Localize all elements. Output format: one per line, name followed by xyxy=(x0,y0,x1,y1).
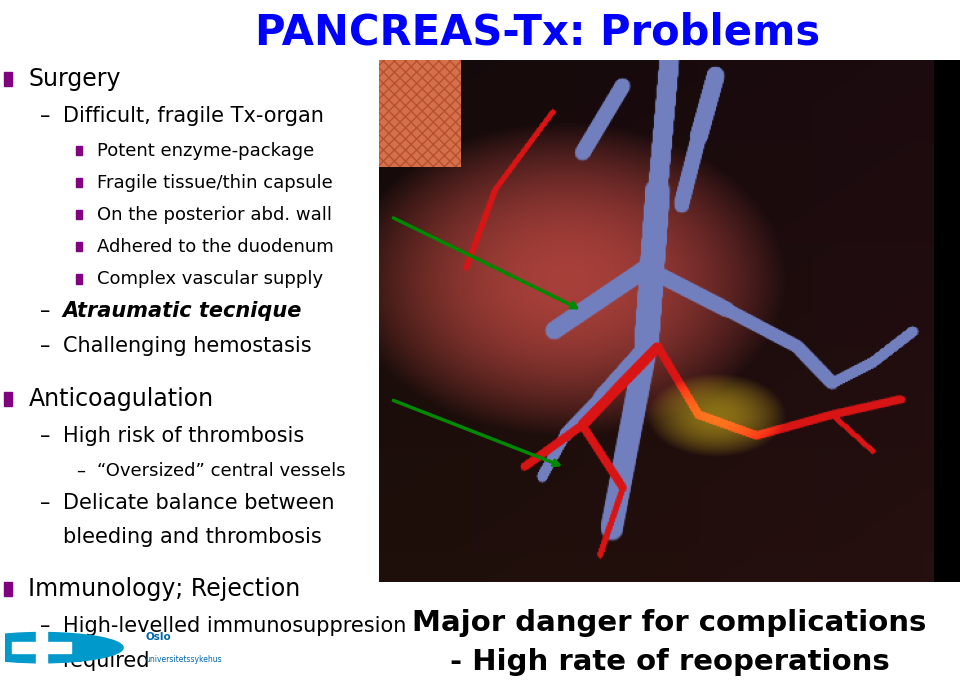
Bar xyxy=(76,274,82,284)
Text: Delicate balance between: Delicate balance between xyxy=(62,493,334,513)
Text: Adhered to the duodenum: Adhered to the duodenum xyxy=(97,238,333,256)
Text: bleeding and thrombosis: bleeding and thrombosis xyxy=(62,527,322,547)
Bar xyxy=(76,242,82,251)
Bar xyxy=(76,210,82,219)
Bar xyxy=(76,146,82,155)
Text: High-levelled immunosuppresion: High-levelled immunosuppresion xyxy=(62,616,406,636)
Text: universitetssykehus: universitetssykehus xyxy=(145,655,222,664)
Text: Immunology; Rejection: Immunology; Rejection xyxy=(29,577,300,601)
Text: –: – xyxy=(39,493,50,513)
Text: On the posterior abd. wall: On the posterior abd. wall xyxy=(97,206,332,224)
Text: Anticoagulation: Anticoagulation xyxy=(29,387,213,411)
Text: Oslo: Oslo xyxy=(145,633,171,642)
Bar xyxy=(36,630,47,665)
Text: Challenging hemostasis: Challenging hemostasis xyxy=(62,336,311,356)
Text: Difficult, fragile Tx-organ: Difficult, fragile Tx-organ xyxy=(62,106,324,126)
Bar xyxy=(4,582,12,596)
Text: –: – xyxy=(39,616,50,636)
Text: Fragile tissue/thin capsule: Fragile tissue/thin capsule xyxy=(97,174,332,192)
Text: Major danger for complications: Major danger for complications xyxy=(413,609,926,637)
Text: Potent enzyme-package: Potent enzyme-package xyxy=(97,141,314,160)
Bar xyxy=(4,72,12,85)
Text: –: – xyxy=(76,462,84,480)
Bar xyxy=(4,392,12,406)
Text: Atraumatic tecnique: Atraumatic tecnique xyxy=(62,301,302,321)
Bar xyxy=(12,642,71,653)
Text: –: – xyxy=(39,106,50,126)
Text: - High rate of reoperations: - High rate of reoperations xyxy=(449,648,890,677)
Bar xyxy=(76,178,82,187)
Text: –: – xyxy=(39,301,50,321)
Text: High risk of thrombosis: High risk of thrombosis xyxy=(62,426,303,446)
Text: Complex vascular supply: Complex vascular supply xyxy=(97,270,323,288)
Circle shape xyxy=(0,633,123,663)
Text: PANCREAS-Tx: Problems: PANCREAS-Tx: Problems xyxy=(255,12,820,53)
Text: –: – xyxy=(39,336,50,356)
Text: essential: essential xyxy=(657,301,756,321)
Text: required: required xyxy=(62,650,150,670)
Text: Surgery: Surgery xyxy=(29,67,121,91)
Text: –: – xyxy=(39,426,50,446)
Text: “Oversized” central vessels: “Oversized” central vessels xyxy=(97,462,346,480)
